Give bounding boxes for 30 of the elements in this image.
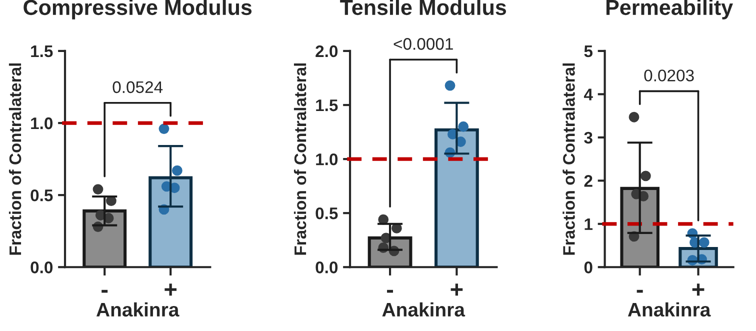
annotation: 0.0524 — [112, 81, 163, 94]
y-tick-label: 2.0 — [316, 45, 338, 58]
y-tick-label: 1.5 — [31, 46, 53, 58]
x-tick-label: + — [692, 284, 704, 296]
y-axis-title: Fraction of Contralateral — [8, 63, 22, 255]
x-tick-label: + — [450, 284, 463, 296]
y-tick-label: 2 — [584, 175, 592, 187]
y-tick-label: 0.0 — [316, 262, 338, 274]
y-tick-label: 5 — [584, 46, 593, 58]
y-tick-label: 1.0 — [31, 117, 53, 130]
y-axis-title: Fraction of Contralateral — [562, 63, 575, 255]
y-axis-title: Fraction of Contralateral — [294, 63, 306, 255]
x-tick-label: - — [387, 290, 394, 293]
y-tick-label: 3 — [584, 132, 592, 144]
y-tick-label: 1.0 — [316, 153, 338, 166]
y-tick-label: 1 — [584, 218, 593, 230]
y-tick-label: 0.0 — [30, 262, 53, 274]
x-tick-label: + — [164, 284, 177, 296]
x-tick-label: - — [102, 290, 108, 293]
y-tick-label: 1.5 — [316, 100, 338, 112]
x-axis-title: Anakinra — [96, 302, 180, 317]
y-tick-label: 0 — [584, 262, 592, 274]
text: <0.0001 — [394, 38, 453, 50]
x-axis-title: Anakinra — [382, 302, 466, 317]
annotation: 0.0203 — [644, 70, 694, 82]
y-tick-label: 4 — [584, 88, 593, 100]
x-tick-label: - — [636, 290, 643, 293]
x-axis-title: Anakinra — [628, 302, 711, 317]
y-tick-label: 0.5 — [316, 207, 338, 220]
y-tick-label: 0.5 — [30, 189, 53, 202]
